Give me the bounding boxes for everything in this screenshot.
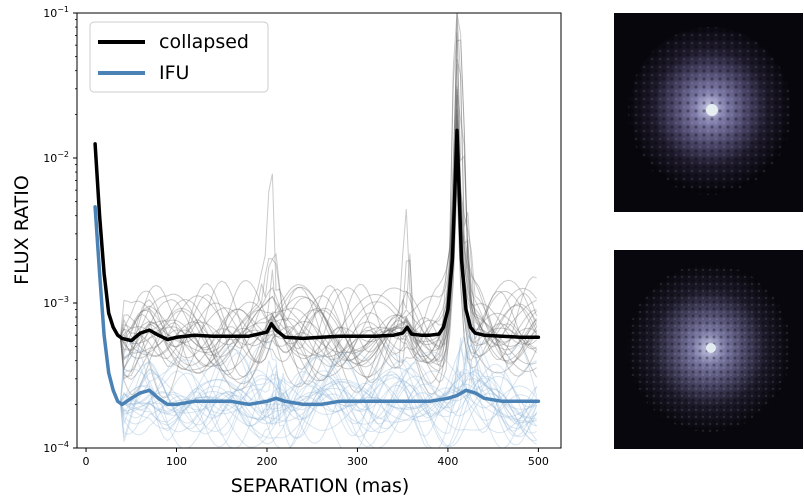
background-trace <box>94 12 537 363</box>
bright-center <box>706 343 716 353</box>
legend: collapsed IFU <box>89 21 269 93</box>
background-trace <box>94 206 537 448</box>
y-axis-ticks: 10−4 10−3 10−2 10−1 <box>43 5 77 455</box>
background-traces <box>94 12 538 449</box>
background-trace <box>94 12 537 367</box>
bright-center <box>706 104 718 116</box>
background-trace <box>94 206 538 449</box>
background-trace <box>94 206 537 425</box>
background-trace <box>94 32 537 358</box>
background-trace <box>94 113 538 384</box>
x-tick-label: 0 <box>83 455 90 468</box>
x-tick-label: 100 <box>166 455 187 468</box>
background-trace <box>94 206 538 444</box>
background-trace <box>94 206 537 449</box>
speckle-image-bottom <box>614 250 803 449</box>
background-trace <box>94 39 537 373</box>
background-trace <box>94 206 538 449</box>
background-trace <box>94 143 537 381</box>
background-trace <box>94 206 537 433</box>
y-tick-label: 10−3 <box>43 295 69 310</box>
series-line-ifu <box>93 205 541 407</box>
background-trace <box>94 58 538 368</box>
background-trace <box>94 108 537 385</box>
speckle-image-top <box>614 13 803 212</box>
background-trace <box>94 89 537 396</box>
background-trace <box>94 206 537 434</box>
main-series-lines <box>93 128 541 407</box>
background-trace <box>94 206 537 441</box>
background-trace <box>94 206 537 422</box>
x-tick-label: 500 <box>528 455 549 468</box>
background-trace <box>94 206 537 424</box>
x-tick-label: 400 <box>437 455 458 468</box>
background-trace <box>94 206 537 445</box>
background-trace <box>94 206 538 448</box>
background-trace <box>94 95 537 363</box>
background-trace <box>94 206 537 432</box>
background-trace <box>94 64 538 385</box>
x-axis-ticks: 0 100 200 300 400 500 <box>83 448 549 468</box>
background-trace <box>94 206 537 423</box>
background-trace <box>94 206 537 449</box>
background-trace <box>94 206 537 434</box>
background-trace <box>94 12 538 378</box>
background-trace <box>94 143 537 361</box>
y-tick-label: 10−4 <box>43 440 69 455</box>
background-trace <box>94 206 538 449</box>
x-tick-label: 200 <box>256 455 277 468</box>
x-tick-label: 300 <box>347 455 368 468</box>
legend-label-ifu: IFU <box>159 62 189 84</box>
axes-frame <box>76 12 562 449</box>
background-trace <box>94 88 538 391</box>
x-axis-label: SEPARATION (mas) <box>231 475 410 497</box>
legend-label-collapsed: collapsed <box>159 31 249 53</box>
background-trace <box>94 120 537 399</box>
y-tick-label: 10−1 <box>43 5 69 20</box>
series-line-collapsed <box>93 128 541 343</box>
background-trace <box>94 206 537 434</box>
background-trace <box>94 206 537 427</box>
background-trace <box>94 206 537 423</box>
y-tick-label: 10−2 <box>43 150 69 165</box>
background-trace <box>94 143 537 378</box>
y-axis-label: FLUX RATIO <box>11 175 33 285</box>
background-trace <box>94 206 537 435</box>
background-trace <box>94 85 537 382</box>
